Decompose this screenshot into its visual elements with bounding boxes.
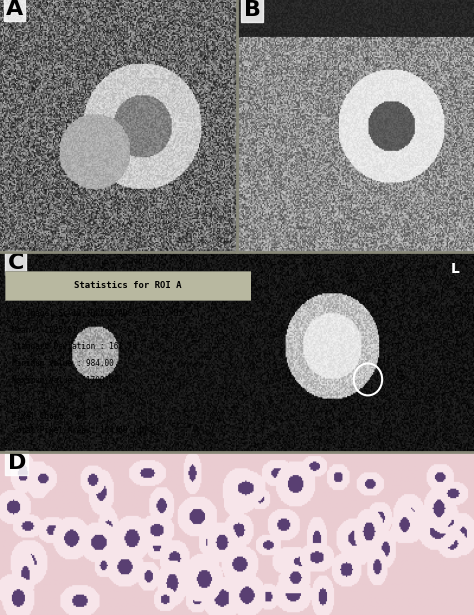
Text: Statistics for ROI A: Statistics for ROI A xyxy=(74,281,182,290)
FancyBboxPatch shape xyxy=(5,271,251,301)
Text: On Image: Sc 12, DwISE/ADC, Sl 13, Dt: On Image: Sc 12, DwISE/ADC, Sl 13, Dt xyxy=(12,309,183,319)
Text: Maximum Value : 1700.00: Maximum Value : 1700.00 xyxy=(12,376,118,385)
Text: Mean : 1285.81: Mean : 1285.81 xyxy=(12,326,77,335)
Text: A: A xyxy=(6,0,23,19)
Text: Pixel Count : 67: Pixel Count : 67 xyxy=(12,412,86,421)
Text: A: A xyxy=(6,0,23,19)
Text: B: B xyxy=(244,0,261,20)
Text: Total Pixel Area : 104.69 (mm^2): Total Pixel Area : 104.69 (mm^2) xyxy=(12,426,160,435)
Text: D: D xyxy=(8,453,26,473)
Text: Minimum Value : 984.00: Minimum Value : 984.00 xyxy=(12,359,114,368)
Text: C: C xyxy=(8,253,24,273)
Text: L: L xyxy=(451,262,460,276)
Text: Standard Deviation : 161.78: Standard Deviation : 161.78 xyxy=(12,343,137,352)
